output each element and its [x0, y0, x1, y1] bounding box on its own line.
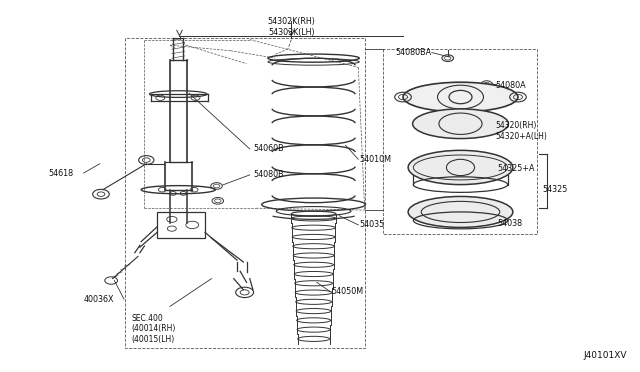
Text: 54060B: 54060B [253, 144, 284, 153]
Text: 54080B: 54080B [253, 170, 284, 179]
Text: 54320(RH)
54320+A(LH): 54320(RH) 54320+A(LH) [495, 121, 547, 141]
Text: 54080A: 54080A [495, 81, 526, 90]
Ellipse shape [413, 109, 508, 138]
Text: 54302K(RH)
54303K(LH): 54302K(RH) 54303K(LH) [268, 17, 315, 37]
Text: 54618: 54618 [49, 169, 74, 177]
Ellipse shape [403, 82, 518, 112]
Text: 40036X: 40036X [84, 295, 114, 304]
Text: J40101XV: J40101XV [583, 351, 627, 360]
Text: 54050M: 54050M [332, 287, 364, 296]
Text: 54325+A: 54325+A [497, 164, 535, 173]
Text: 54038: 54038 [497, 219, 523, 228]
Text: 54080BA: 54080BA [396, 48, 431, 57]
Text: 54035: 54035 [360, 221, 385, 230]
Text: 54325: 54325 [542, 185, 568, 194]
Text: 54010M: 54010M [360, 155, 392, 164]
Text: SEC.400
(40014(RH)
(40015(LH): SEC.400 (40014(RH) (40015(LH) [132, 314, 176, 344]
Ellipse shape [408, 150, 513, 185]
Ellipse shape [408, 196, 513, 227]
